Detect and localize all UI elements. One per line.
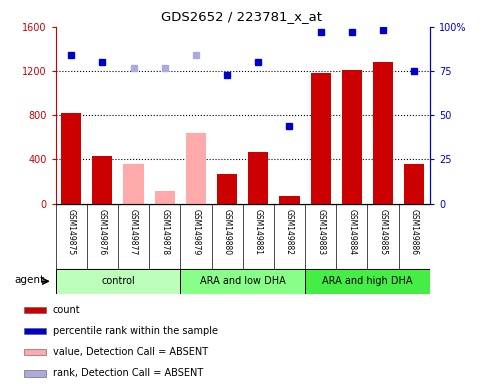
Text: ARA and high DHA: ARA and high DHA (322, 276, 413, 286)
Text: GSM149880: GSM149880 (223, 209, 232, 255)
Text: GSM149883: GSM149883 (316, 209, 325, 255)
Text: GSM149878: GSM149878 (160, 209, 169, 255)
Bar (56, 269, 180, 294)
Bar (24, 307, 46, 313)
Text: GSM149885: GSM149885 (379, 209, 387, 255)
Bar (279, 196, 299, 204)
Bar (123, 164, 143, 204)
Text: control: control (101, 276, 135, 286)
Text: GSM149879: GSM149879 (191, 209, 200, 255)
Bar (311, 73, 331, 204)
Bar (373, 62, 393, 204)
Text: GSM149876: GSM149876 (98, 209, 107, 255)
Text: ARA and low DHA: ARA and low DHA (200, 276, 285, 286)
Text: GSM149886: GSM149886 (410, 209, 419, 255)
Bar (186, 133, 206, 204)
Bar (92, 156, 113, 204)
Bar (155, 191, 175, 204)
Text: rank, Detection Call = ABSENT: rank, Detection Call = ABSENT (53, 368, 203, 379)
Text: agent: agent (14, 275, 44, 285)
Bar (180, 269, 305, 294)
Text: GSM149881: GSM149881 (254, 209, 263, 255)
Bar (24, 328, 46, 334)
Text: GSM149884: GSM149884 (347, 209, 356, 255)
Bar (248, 152, 269, 204)
Bar (61, 113, 81, 204)
Text: GSM149882: GSM149882 (285, 209, 294, 255)
Bar (404, 164, 425, 204)
Bar (342, 70, 362, 204)
Bar (305, 269, 430, 294)
Bar (24, 349, 46, 356)
Text: percentile rank within the sample: percentile rank within the sample (53, 326, 218, 336)
Bar (24, 370, 46, 377)
Text: count: count (53, 305, 80, 315)
Text: GSM149875: GSM149875 (67, 209, 76, 255)
Text: GDS2652 / 223781_x_at: GDS2652 / 223781_x_at (161, 10, 322, 23)
Text: GSM149877: GSM149877 (129, 209, 138, 255)
Bar (217, 174, 237, 204)
Text: value, Detection Call = ABSENT: value, Detection Call = ABSENT (53, 347, 208, 358)
